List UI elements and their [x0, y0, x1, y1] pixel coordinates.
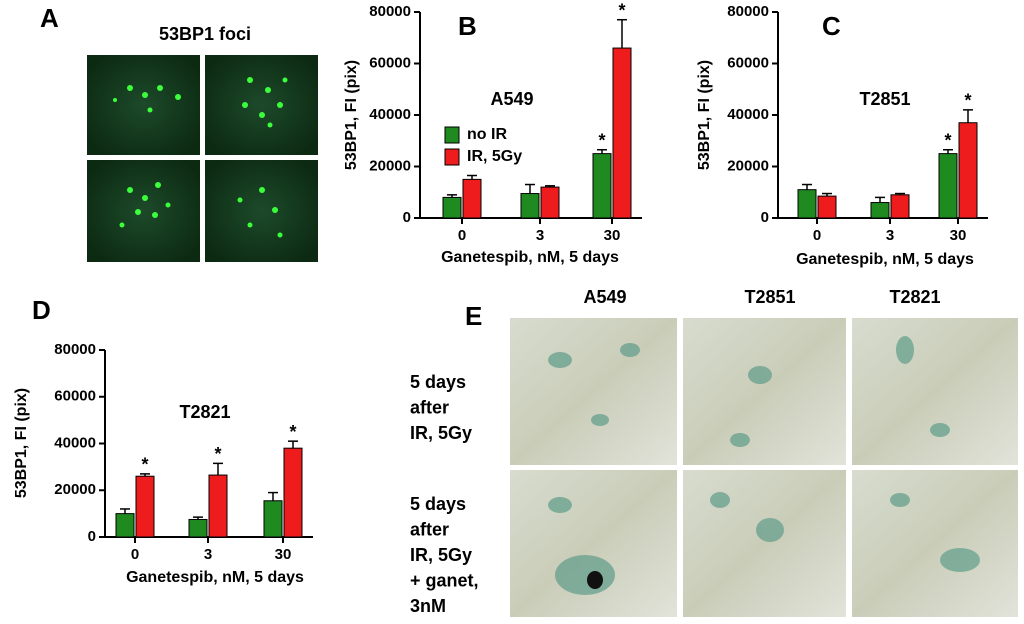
y-axis-label: 53BP1, FI (pix) [13, 388, 30, 498]
column-header: T2821 [889, 287, 940, 307]
y-tick-label: 40000 [369, 106, 411, 123]
x-tick-label: 0 [131, 546, 139, 563]
bar [520, 193, 540, 219]
x-axis-label: Ganetespib, nM, 5 days [126, 569, 304, 586]
y-tick-label: 0 [88, 528, 96, 545]
y-tick-label: 80000 [54, 341, 96, 358]
y-tick-label: 80000 [727, 3, 769, 20]
y-tick-label: 60000 [727, 54, 769, 71]
row-label: IR, 5Gy [410, 423, 472, 443]
panel-label: A [40, 3, 59, 33]
y-tick-label: 20000 [369, 157, 411, 174]
x-tick-label: 30 [275, 546, 292, 563]
y-tick-label: 20000 [727, 157, 769, 174]
panel-title: 53BP1 foci [159, 24, 251, 44]
x-tick-label: 3 [886, 227, 894, 244]
y-tick-label: 0 [403, 209, 411, 226]
bar [958, 122, 978, 219]
row-label: IR, 5Gy [410, 545, 472, 565]
y-tick-label: 60000 [369, 54, 411, 71]
y-axis-label: 53BP1, FI (pix) [696, 60, 713, 170]
significance-mark: * [618, 0, 625, 20]
legend-swatch [444, 126, 460, 144]
bar [135, 475, 155, 538]
bar [263, 500, 283, 538]
row-label: after [410, 397, 449, 417]
significance-mark: * [141, 455, 148, 475]
stain-images [510, 318, 1018, 617]
y-tick-label: 80000 [369, 3, 411, 20]
bar [462, 178, 482, 219]
bar [540, 186, 560, 219]
panel-label: D [32, 295, 51, 325]
significance-mark: * [214, 444, 221, 464]
bar [188, 518, 208, 538]
x-axis-label: Ganetespib, nM, 5 days [796, 251, 974, 268]
bar [938, 153, 958, 219]
x-tick-label: 0 [813, 227, 821, 244]
y-tick-label: 60000 [54, 388, 96, 405]
significance-mark: * [289, 422, 296, 442]
x-tick-label: 30 [950, 227, 967, 244]
panel-label: B [458, 11, 477, 41]
panel-label: E [465, 301, 482, 331]
y-axis-label: 53BP1, FI (pix) [343, 60, 360, 170]
column-header: A549 [583, 287, 626, 307]
foci-images [87, 55, 318, 262]
column-header: T2851 [744, 287, 795, 307]
row-label: 3nM [410, 596, 446, 616]
x-tick-label: 3 [204, 546, 212, 563]
chart-title: A549 [490, 89, 533, 109]
bar [208, 474, 228, 538]
bar [797, 189, 817, 219]
y-tick-label: 0 [761, 209, 769, 226]
x-tick-label: 0 [458, 227, 466, 244]
y-tick-label: 20000 [54, 481, 96, 498]
significance-mark: * [598, 131, 605, 151]
significance-mark: * [964, 91, 971, 111]
y-tick-label: 40000 [54, 434, 96, 451]
x-tick-label: 30 [604, 227, 621, 244]
bar [115, 513, 135, 538]
bar [442, 196, 462, 219]
chart-title: T2851 [859, 89, 910, 109]
x-axis-label: Ganetespib, nM, 5 days [441, 249, 619, 266]
panel-label: C [822, 11, 841, 41]
x-tick-label: 3 [536, 227, 544, 244]
legend-swatch [444, 148, 460, 166]
bar [870, 202, 890, 219]
bar [890, 194, 910, 219]
row-label: + ganet, [410, 570, 479, 590]
chart-title: T2821 [179, 402, 230, 422]
y-tick-label: 40000 [727, 106, 769, 123]
significance-mark: * [944, 131, 951, 151]
bar [592, 153, 612, 219]
legend-label: IR, 5Gy [467, 148, 522, 165]
bar [283, 447, 303, 538]
row-label: after [410, 519, 449, 539]
bar [612, 47, 632, 219]
legend-label: no IR [467, 126, 507, 143]
bar [817, 195, 837, 219]
row-label: 5 days [410, 372, 466, 392]
row-label: 5 days [410, 494, 466, 514]
